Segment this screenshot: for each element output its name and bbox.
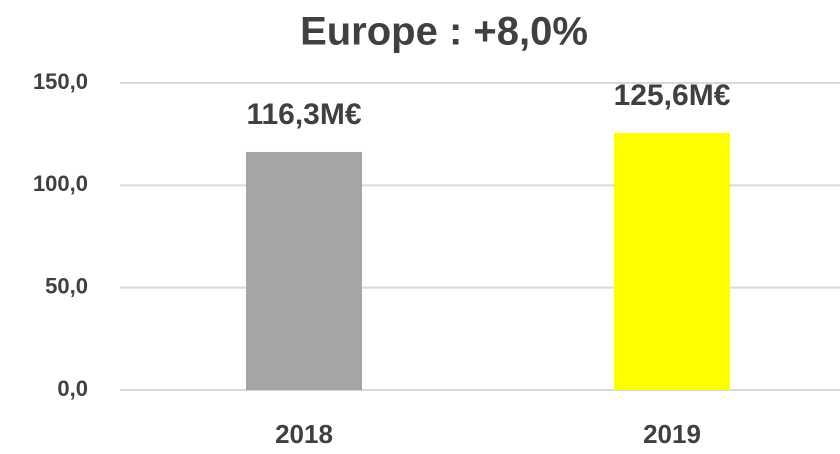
x-tick-label: 2018 — [275, 419, 333, 449]
bar — [614, 132, 730, 390]
chart-title: Europe : +8,0% — [300, 10, 588, 54]
y-tick-label: 150,0 — [33, 69, 88, 94]
y-tick-label: 100,0 — [33, 171, 88, 196]
y-tick-label: 0,0 — [57, 376, 88, 401]
value-label: 125,6M€ — [614, 79, 731, 112]
y-tick-label: 50,0 — [45, 273, 88, 298]
bar — [246, 151, 362, 390]
x-tick-label: 2019 — [643, 419, 701, 449]
value-label: 116,3M€ — [246, 98, 361, 131]
